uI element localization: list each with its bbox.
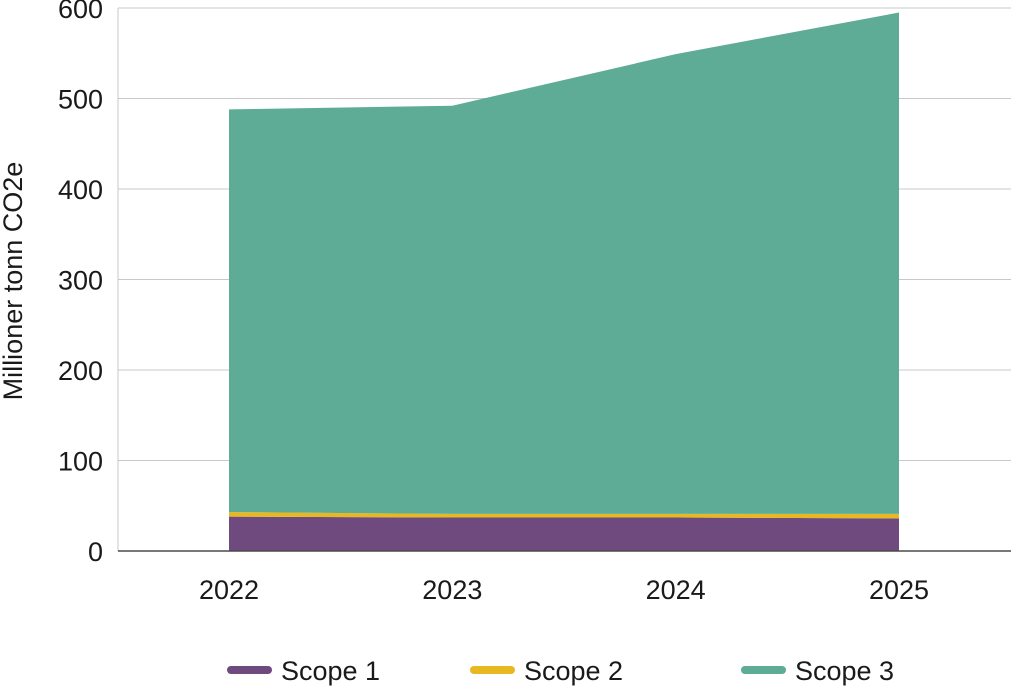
x-tick-label: 2022 <box>199 575 259 605</box>
y-tick-label: 300 <box>58 266 103 296</box>
legend-label: Scope 3 <box>795 656 894 686</box>
y-tick-label: 0 <box>88 537 103 567</box>
legend-swatch <box>227 666 272 674</box>
legend: Scope 1 Scope 2 Scope 3 <box>227 656 894 686</box>
y-tick-label: 600 <box>58 0 103 24</box>
series-area-scope-1 <box>229 516 899 551</box>
legend-item: Scope 2 <box>470 656 623 686</box>
series-areas <box>229 12 899 551</box>
x-tick-label: 2024 <box>646 575 706 605</box>
x-tick-labels: 2022 2023 2024 2025 <box>199 575 929 605</box>
y-tick-labels: 0 100 200 300 400 500 600 <box>58 0 103 567</box>
y-tick-label: 400 <box>58 175 103 205</box>
axes <box>117 8 1011 552</box>
y-tick-label: 500 <box>58 85 103 115</box>
legend-label: Scope 1 <box>281 656 380 686</box>
y-tick-label: 100 <box>58 447 103 477</box>
legend-swatch <box>470 666 515 674</box>
series-area-scope-3 <box>229 12 899 514</box>
y-tick-label: 200 <box>58 356 103 386</box>
legend-label: Scope 2 <box>524 656 623 686</box>
x-tick-label: 2023 <box>422 575 482 605</box>
y-axis-title: Millioner tonn CO2e <box>0 162 28 401</box>
x-tick-label: 2025 <box>869 575 929 605</box>
legend-swatch <box>741 666 786 674</box>
legend-item: Scope 1 <box>227 656 380 686</box>
legend-item: Scope 3 <box>741 656 894 686</box>
series-area-scope-2 <box>229 512 899 519</box>
